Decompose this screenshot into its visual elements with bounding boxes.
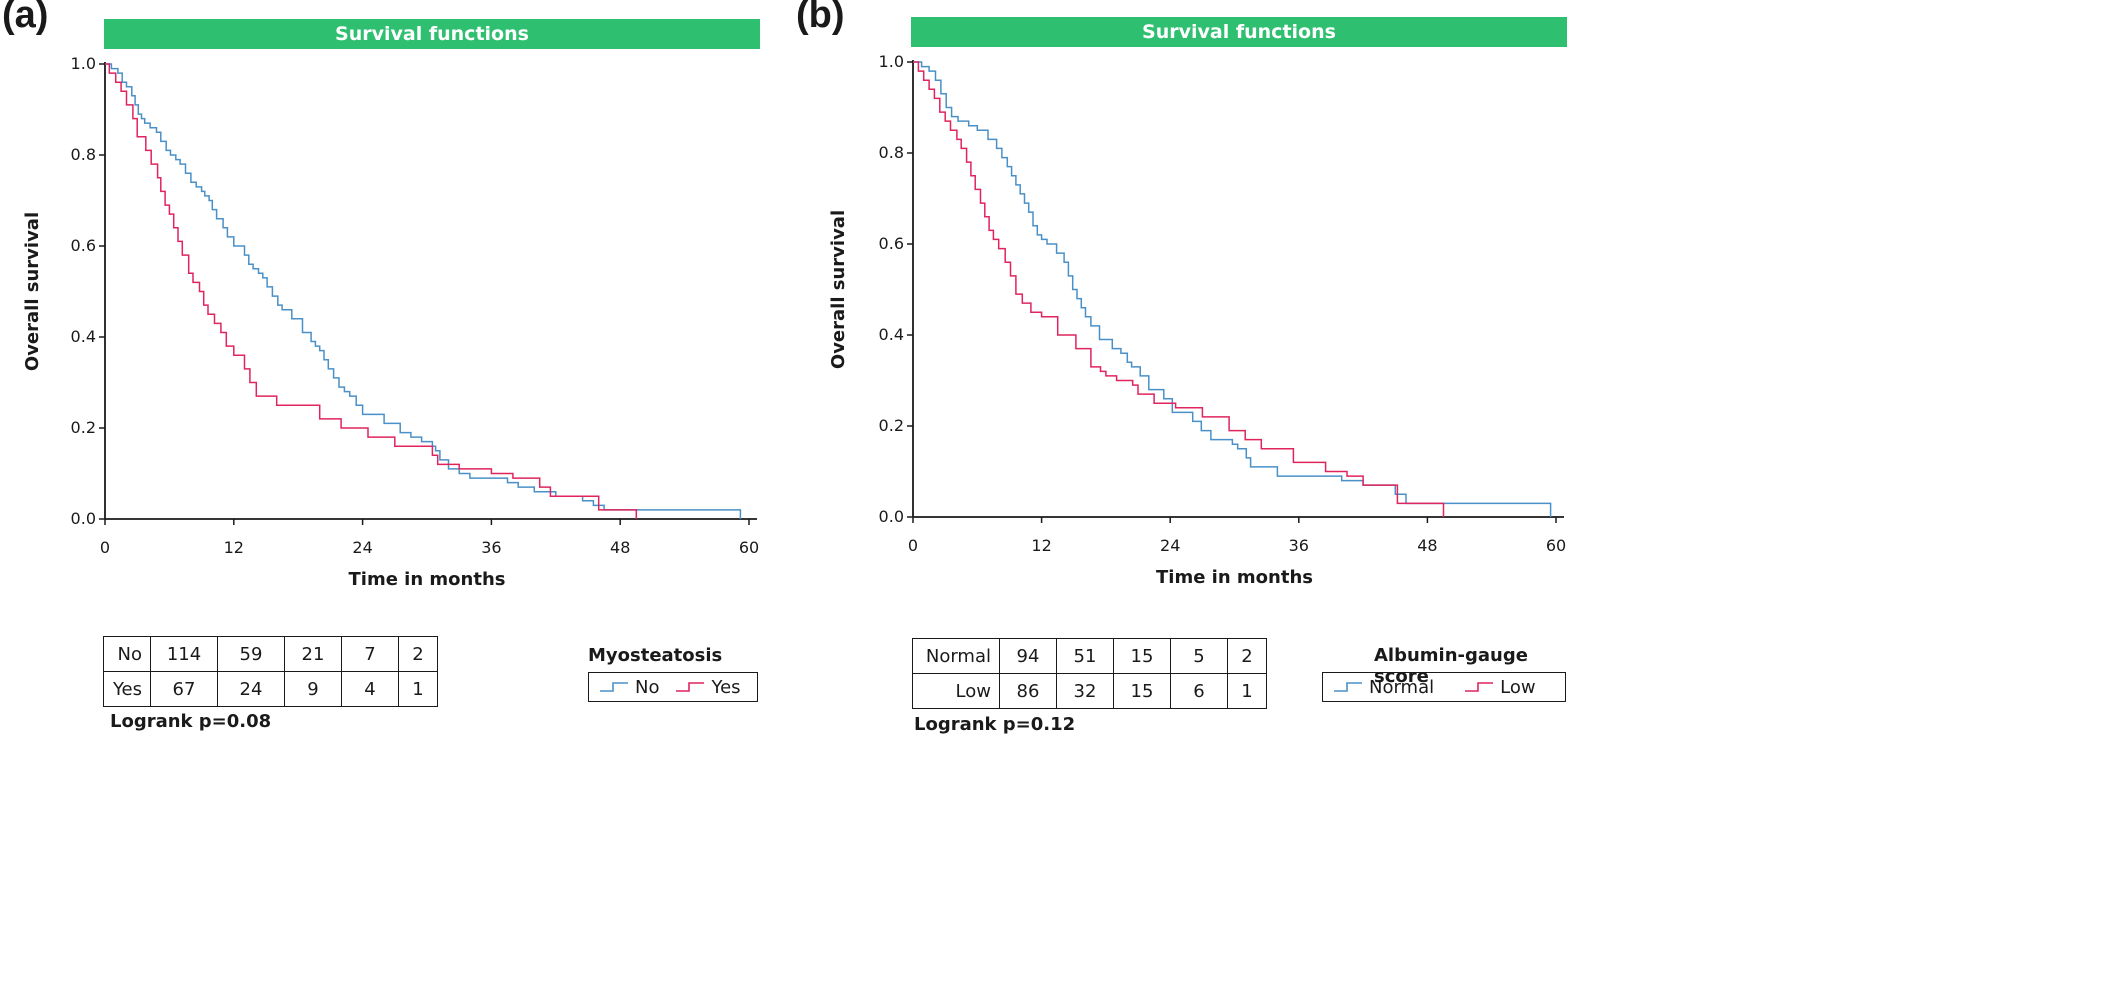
legend-entry-normal: Normal	[1333, 677, 1434, 698]
y-tick-label: 0.4	[71, 327, 96, 346]
table-cell: 15	[1113, 638, 1171, 674]
y-tick-label: 0.0	[71, 509, 96, 528]
x-axis-title: Time in months	[349, 569, 506, 590]
table-row: Yes 67 24 9 4 1	[103, 671, 438, 707]
table-cell: 24	[217, 671, 285, 707]
x-axis-title: Time in months	[1156, 567, 1313, 588]
table-cell: 94	[999, 638, 1057, 674]
table-cell: 114	[150, 636, 218, 672]
risk-table: Normal 94 51 15 5 2 Low 86 32 15 6 1	[912, 638, 1267, 709]
y-axis-title: Overall survival	[828, 210, 849, 369]
panel-label: (a)	[2, 0, 49, 36]
table-cell: 6	[1170, 673, 1228, 709]
table-row: Low 86 32 15 6 1	[912, 673, 1267, 709]
x-tick-label: 0	[908, 536, 918, 555]
x-tick-label: 24	[352, 538, 372, 557]
x-tick-label: 60	[1546, 536, 1566, 555]
table-row: Normal 94 51 15 5 2	[912, 638, 1267, 674]
table-cell: 7	[341, 636, 399, 672]
row-label: Normal	[912, 638, 1000, 674]
table-cell: 4	[341, 671, 399, 707]
x-tick-label: 12	[224, 538, 244, 557]
x-tick-label: 24	[1160, 536, 1180, 555]
x-tick-label: 48	[610, 538, 630, 557]
table-cell: 21	[284, 636, 342, 672]
y-tick-label: 0.0	[879, 507, 904, 526]
legend-entry-low: Low	[1464, 676, 1536, 698]
table-cell: 2	[398, 636, 438, 672]
risk-table: No 114 59 21 7 2 Yes 67 24 9 4 1	[103, 636, 438, 707]
row-label: No	[103, 636, 151, 672]
legend-label: Yes	[711, 676, 741, 698]
legend-label: No	[635, 676, 660, 698]
step-line-icon	[600, 682, 628, 692]
logrank-annotation: Logrank p=0.08	[110, 711, 272, 732]
panel-b: (b) Survival functions 0.0 0.2 0.4 0.6 0.8 1.…	[784, 0, 1568, 737]
y-tick-label: 0.2	[71, 418, 96, 437]
y-tick-label: 0.4	[879, 325, 904, 344]
survival-plot-a: 0.0 0.2 0.4 0.6 0.8 1.0 0 12 24 36 48 60 Time in mon…	[22, 54, 759, 590]
table-cell: 86	[999, 673, 1057, 709]
y-tick-label: 0.6	[879, 234, 904, 253]
table-cell: 2	[1227, 638, 1267, 674]
legend-entry-no: No	[599, 677, 659, 698]
series-line-yes	[105, 63, 638, 519]
table-cell: 5	[1170, 638, 1228, 674]
x-tick-label: 12	[1031, 536, 1051, 555]
step-line-icon	[1465, 682, 1494, 692]
x-tick-label: 36	[1289, 536, 1309, 555]
y-tick-label: 0.8	[71, 145, 96, 164]
table-row: No 114 59 21 7 2	[103, 636, 438, 672]
x-tick-label: 36	[481, 538, 501, 557]
legend: Normal Low	[1322, 672, 1566, 702]
table-cell: 32	[1056, 673, 1114, 709]
step-line-icon	[1334, 682, 1362, 692]
panel-a: (a) Survival functions 0.0 0.2 0.4 0.6 0.8 1.…	[0, 0, 784, 737]
y-tick-label: 1.0	[71, 54, 96, 73]
x-tick-label: 0	[100, 538, 110, 557]
chart-title-banner: Survival functions	[104, 19, 760, 49]
table-cell: 59	[217, 636, 285, 672]
step-line-icon	[676, 682, 705, 692]
row-label: Yes	[103, 671, 151, 707]
legend-label: Normal	[1369, 676, 1435, 698]
legend-title: Albumin-gauge score	[1374, 645, 1528, 687]
table-cell: 51	[1056, 638, 1114, 674]
x-tick-label: 48	[1417, 536, 1437, 555]
y-tick-label: 0.2	[879, 416, 904, 435]
series-line-no	[105, 63, 742, 519]
legend-title: Myosteatosis	[588, 645, 723, 666]
y-tick-label: 0.8	[879, 143, 904, 162]
series-line-normal	[913, 61, 1552, 517]
series-line-low	[913, 61, 1445, 517]
table-cell: 15	[1113, 673, 1171, 709]
x-tick-label: 60	[739, 538, 759, 557]
table-cell: 1	[398, 671, 438, 707]
survival-plot-b: 0.0 0.2 0.4 0.6 0.8 1.0 0 12 24 36 48 60 Time in mon…	[828, 52, 1566, 588]
table-cell: 9	[284, 671, 342, 707]
table-cell: 1	[1227, 673, 1267, 709]
logrank-annotation: Logrank p=0.12	[914, 714, 1076, 735]
table-cell: 67	[150, 671, 218, 707]
y-tick-label: 0.6	[71, 236, 96, 255]
legend-label: Low	[1500, 676, 1536, 698]
y-tick-label: 1.0	[879, 52, 904, 71]
chart-title-banner: Survival functions	[911, 17, 1567, 47]
row-label: Low	[912, 673, 1000, 709]
panel-label: (b)	[796, 0, 845, 36]
legend: No Yes	[588, 672, 758, 702]
legend-entry-yes: Yes	[675, 676, 741, 698]
y-axis-title: Overall survival	[22, 212, 43, 371]
